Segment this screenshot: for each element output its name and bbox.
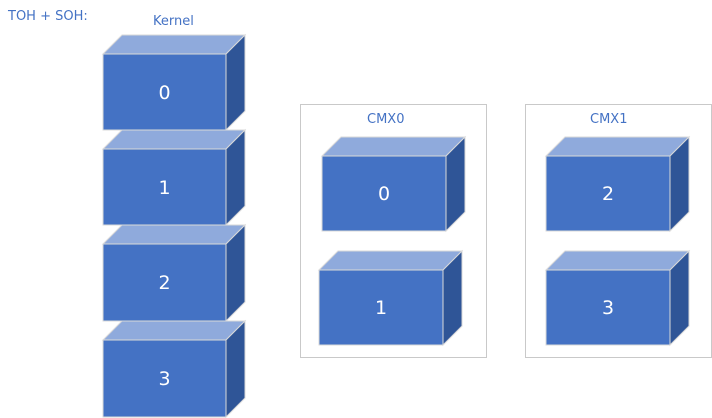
block-top-face xyxy=(544,136,691,157)
kernel-title: Kernel xyxy=(153,14,194,29)
block-front-face xyxy=(102,339,227,418)
block-front-face xyxy=(321,155,447,232)
block-top-face xyxy=(101,224,247,245)
block-front-face xyxy=(102,243,227,322)
page-title: TOH + SOH: xyxy=(8,9,88,24)
block-front-face xyxy=(545,269,671,346)
kernel-block-3-label: 3 xyxy=(158,368,170,390)
cmx1-block-3: 3 xyxy=(544,249,691,347)
cmx0-title: CMX0 xyxy=(367,112,405,127)
block-front-face xyxy=(102,148,227,226)
kernel-block-1-label: 1 xyxy=(158,177,170,199)
cmx0-block-0: 0 xyxy=(320,135,467,233)
block-front-face xyxy=(318,269,444,346)
block-top-face xyxy=(320,136,467,157)
kernel-block-3: 3 xyxy=(101,319,247,418)
cmx1-block-2-label: 2 xyxy=(602,183,614,205)
block-top-face xyxy=(101,129,247,150)
kernel-block-2: 2 xyxy=(101,223,247,323)
cmx0-block-1-label: 1 xyxy=(375,297,387,319)
cmx0-block-0-label: 0 xyxy=(378,183,390,205)
block-front-face xyxy=(102,53,227,131)
cmx1-title: CMX1 xyxy=(590,112,628,127)
kernel-block-2-label: 2 xyxy=(158,272,170,294)
kernel-block-0-label: 0 xyxy=(158,82,170,104)
block-top-face xyxy=(317,250,464,271)
block-top-face xyxy=(101,34,247,55)
cmx1-block-3-label: 3 xyxy=(602,297,614,319)
block-top-face xyxy=(101,320,247,341)
kernel-block-1: 1 xyxy=(101,128,247,227)
block-front-face xyxy=(545,155,671,232)
cmx0-block-1: 1 xyxy=(317,249,464,347)
kernel-block-0: 0 xyxy=(101,33,247,132)
cmx1-block-2: 2 xyxy=(544,135,691,233)
block-top-face xyxy=(544,250,691,271)
